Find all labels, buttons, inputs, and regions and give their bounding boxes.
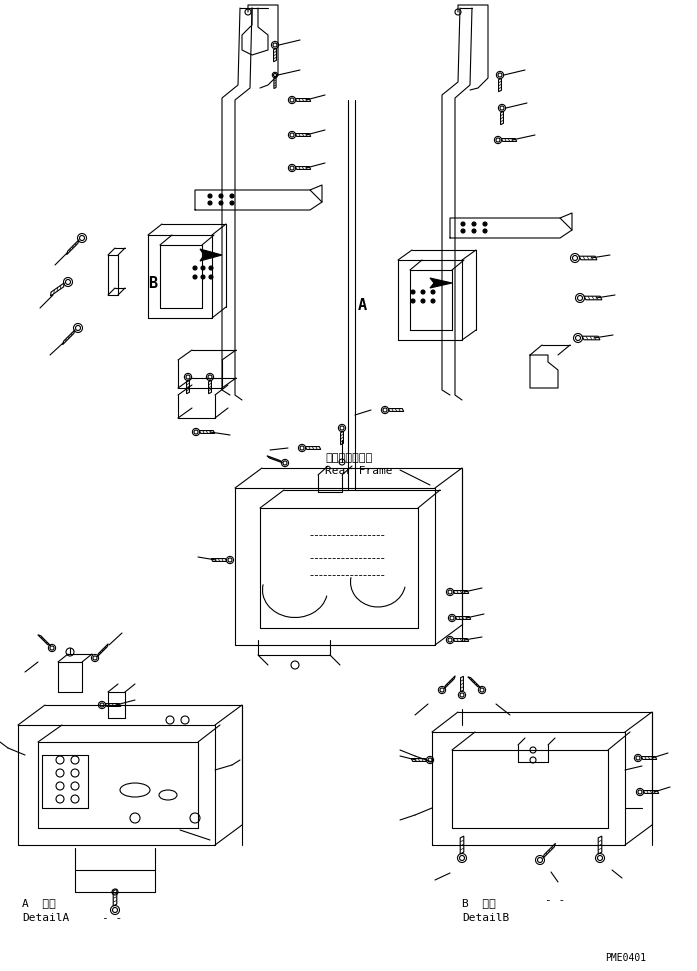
Circle shape xyxy=(201,266,205,270)
Circle shape xyxy=(219,194,223,198)
Polygon shape xyxy=(200,249,222,261)
Circle shape xyxy=(421,299,425,303)
Circle shape xyxy=(411,290,415,294)
Circle shape xyxy=(219,201,223,205)
Text: - -: - - xyxy=(545,895,565,905)
Text: B: B xyxy=(148,276,157,290)
Circle shape xyxy=(411,299,415,303)
Circle shape xyxy=(461,222,465,226)
Circle shape xyxy=(209,275,213,279)
Text: リヤーフレーム: リヤーフレーム xyxy=(325,453,372,463)
Circle shape xyxy=(208,194,212,198)
Circle shape xyxy=(201,275,205,279)
Circle shape xyxy=(431,290,435,294)
Circle shape xyxy=(209,266,213,270)
Circle shape xyxy=(230,201,234,205)
Text: - -: - - xyxy=(102,913,122,923)
Text: DetailA: DetailA xyxy=(22,913,69,923)
Text: PME0401: PME0401 xyxy=(605,953,646,963)
Text: A: A xyxy=(358,297,367,313)
Polygon shape xyxy=(430,278,452,288)
Circle shape xyxy=(431,299,435,303)
Text: A  詳細: A 詳細 xyxy=(22,898,56,908)
Text: Rear Frame: Rear Frame xyxy=(325,466,392,476)
Text: DetailB: DetailB xyxy=(462,913,510,923)
Circle shape xyxy=(230,194,234,198)
Circle shape xyxy=(193,266,197,270)
Circle shape xyxy=(483,229,487,233)
Circle shape xyxy=(472,229,476,233)
Circle shape xyxy=(461,229,465,233)
Text: B  詳細: B 詳細 xyxy=(462,898,496,908)
Circle shape xyxy=(208,201,212,205)
Circle shape xyxy=(193,275,197,279)
Circle shape xyxy=(421,290,425,294)
Circle shape xyxy=(472,222,476,226)
Circle shape xyxy=(483,222,487,226)
